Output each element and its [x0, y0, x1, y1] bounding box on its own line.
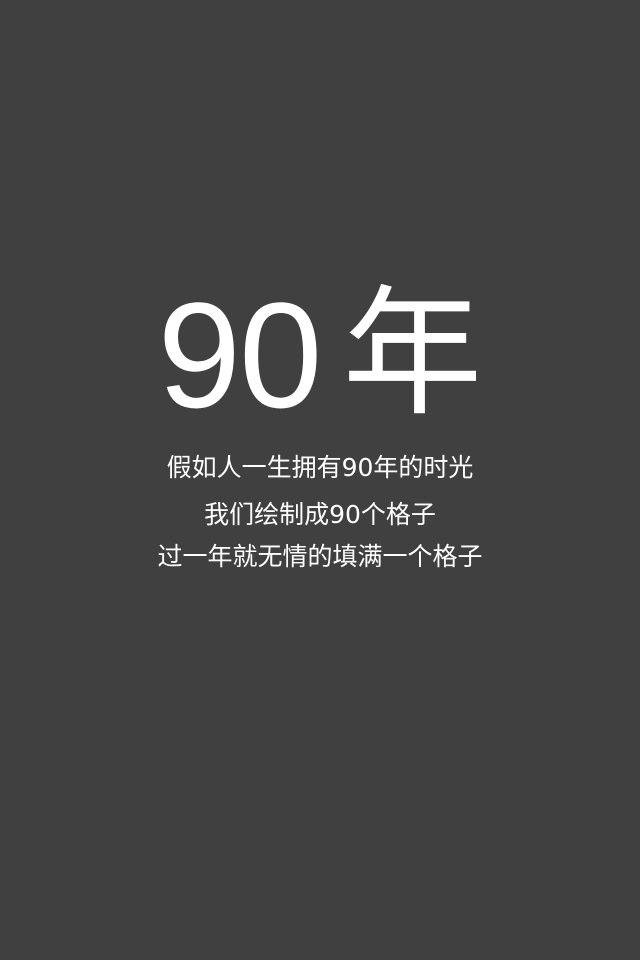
hero-number: 90: [157, 271, 323, 439]
caption-line-1: 假如人一生拥有90年的时光: [166, 453, 474, 482]
caption-line-3: 过一年就无情的填满一个格子: [157, 542, 483, 571]
caption-line-2: 我们绘制成90个格子: [204, 500, 436, 529]
hero-unit: 年: [342, 273, 483, 436]
hero-title: 90 年: [0, 271, 640, 439]
